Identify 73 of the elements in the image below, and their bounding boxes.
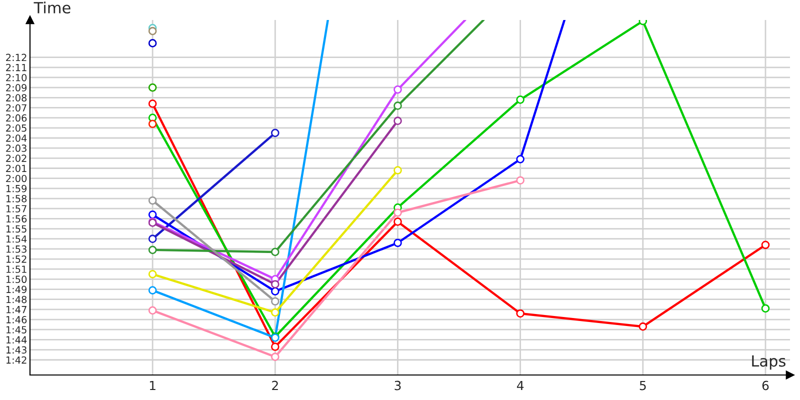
point [148, 26, 157, 36]
y-tick-label: 2:09 [6, 84, 27, 92]
y-tick-label: 2:00 [6, 174, 27, 182]
y-tick-label: 2:05 [6, 124, 26, 132]
point [148, 39, 157, 48]
y-axis-title: Time [34, 2, 70, 14]
y-tick-label: 1:46 [6, 316, 27, 324]
y-tick-label: 2:03 [6, 144, 26, 152]
y-tick-label: 2:02 [6, 154, 26, 162]
y-tick-label: 2:01 [6, 164, 26, 172]
y-tick-label: 2:08 [6, 94, 27, 102]
point [516, 176, 524, 185]
point [394, 238, 402, 248]
point [394, 218, 402, 226]
point [394, 85, 402, 94]
y-tick-label: 1:51 [6, 266, 26, 273]
x-tick-label: 2 [272, 380, 278, 390]
x-tick-label: 6 [762, 380, 769, 390]
point [394, 116, 402, 126]
point [516, 96, 524, 104]
point [761, 240, 770, 250]
x-axis-title: Laps [752, 355, 786, 370]
point [270, 248, 280, 256]
point [148, 120, 157, 128]
point [148, 83, 157, 92]
y-tick-label: 1:55 [6, 225, 26, 233]
point [270, 308, 280, 317]
x-tick-label: 1 [150, 380, 156, 390]
point [148, 234, 157, 244]
point [394, 102, 402, 110]
y-tick-label: 2:04 [6, 134, 27, 142]
y-tick-label: 1:49 [6, 286, 27, 294]
y-tick-label: 1:54 [6, 235, 27, 243]
point [516, 155, 524, 164]
y-tick-label: 1:47 [6, 306, 26, 314]
x-tick-label: 4 [516, 380, 524, 390]
point [270, 287, 280, 296]
point [270, 342, 280, 351]
point [270, 297, 280, 306]
point [761, 304, 770, 313]
y-tick-label: 1:58 [6, 194, 27, 202]
point [270, 352, 280, 362]
x-tick-label: 5 [640, 380, 646, 390]
point [270, 128, 280, 138]
y-tick-label: 1:53 [6, 245, 26, 253]
y-tick-label: 1:57 [6, 205, 26, 212]
point [394, 208, 402, 217]
point [148, 210, 157, 219]
y-tick-label: 1:43 [6, 346, 26, 354]
y-tick-label: 2:11 [6, 64, 26, 72]
y-tick-label: 1:48 [6, 296, 27, 304]
y-tick-label: 1:44 [6, 336, 27, 344]
y-tick-label: 1:42 [6, 356, 26, 364]
point [270, 280, 280, 288]
y-tick-label: 1:52 [6, 256, 26, 263]
point [638, 322, 648, 331]
point [148, 286, 157, 294]
point [148, 306, 157, 315]
y-tick-label: 1:45 [6, 326, 26, 334]
y-tick-label: 2:10 [6, 74, 27, 82]
point [516, 309, 524, 318]
point [148, 270, 157, 278]
y-tick-label: 2:12 [6, 54, 26, 62]
y-tick-label: 2:06 [6, 114, 27, 122]
point [148, 196, 157, 205]
y-tick-label: 2:07 [6, 104, 26, 112]
point [148, 100, 157, 108]
y-tick-label: 1:56 [6, 215, 27, 223]
y-tick-label: 1:50 [6, 276, 27, 284]
y-tick-label: 1:59 [6, 184, 27, 192]
point [148, 246, 157, 254]
point [394, 166, 402, 174]
x-tick-label: 3 [394, 380, 401, 390]
